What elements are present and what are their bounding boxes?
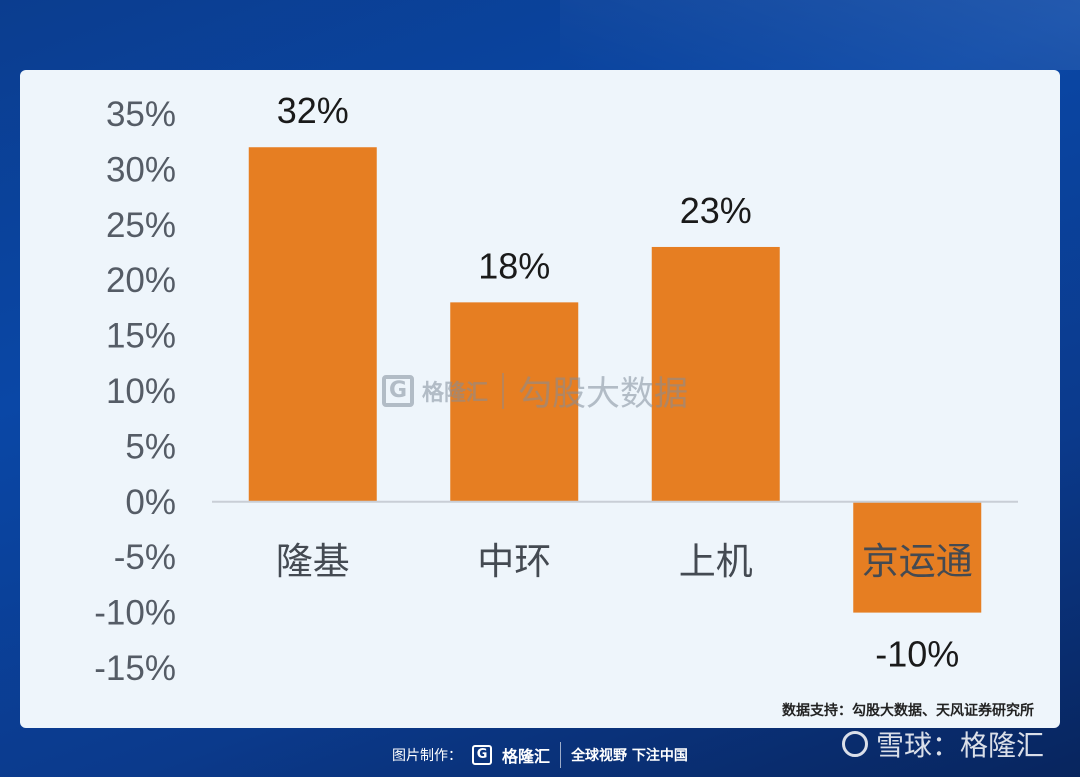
bar bbox=[248, 147, 377, 502]
y-tick-label: 20% bbox=[106, 261, 176, 300]
y-tick-label: 0% bbox=[125, 483, 176, 522]
footer-label: 图片制作： bbox=[392, 747, 463, 764]
snowball-text: 雪球：格隆汇 bbox=[875, 729, 1044, 762]
category-label: 京运通 bbox=[862, 541, 973, 582]
y-tick-label: 25% bbox=[106, 206, 176, 245]
data-source: 数据支持：勾股大数据、天风证券研究所 bbox=[782, 703, 1034, 719]
category-label: 上机 bbox=[679, 541, 753, 582]
footer-divider bbox=[560, 741, 562, 768]
footer-logo-icon: G bbox=[472, 744, 493, 765]
watermark-divider bbox=[502, 372, 505, 409]
category-label: 中环 bbox=[477, 541, 551, 582]
bar bbox=[853, 501, 982, 613]
bars bbox=[248, 147, 982, 613]
data-labels: 32% 18% 23% -10% bbox=[277, 90, 960, 674]
data-label: 18% bbox=[478, 245, 550, 286]
y-tick-label: 10% bbox=[106, 372, 176, 411]
y-tick-label: 15% bbox=[106, 317, 176, 356]
watermark-name: 勾股大数据 bbox=[518, 374, 689, 414]
data-label: 32% bbox=[277, 90, 349, 131]
bar bbox=[450, 302, 579, 502]
y-tick-label: -10% bbox=[94, 594, 176, 633]
category-labels: 隆基 中环 上机 京运通 bbox=[276, 541, 973, 582]
y-tick-label: -5% bbox=[114, 538, 176, 577]
footer: 图片制作： G 格隆汇 全球视野 下注中国 bbox=[0, 732, 1080, 777]
snowball-icon bbox=[841, 731, 868, 757]
y-tick-label: -15% bbox=[94, 649, 176, 688]
header-decoration bbox=[560, 0, 1080, 70]
category-label: 隆基 bbox=[276, 541, 350, 582]
y-tick-label: 35% bbox=[106, 95, 176, 134]
watermark: G 格隆汇 勾股大数据 bbox=[382, 366, 688, 415]
y-axis-ticks: 35% 30% 25% 20% 15% 10% 5% 0% -5% -10% -15% bbox=[94, 95, 176, 688]
bar-chart: 35% 30% 25% 20% 15% 10% 5% 0% -5% -10% -15% 隆基 中环 上机… bbox=[94, 90, 1018, 688]
data-label: -10% bbox=[875, 634, 959, 675]
y-tick-label: 30% bbox=[106, 150, 176, 189]
y-tick-label: 5% bbox=[125, 427, 176, 466]
bar bbox=[651, 246, 780, 502]
chart-card: 35% 30% 25% 20% 15% 10% 5% 0% -5% -10% -15% 隆基 中环 上机… bbox=[20, 70, 1060, 728]
footer-slogan: 全球视野 下注中国 bbox=[571, 747, 688, 764]
snowball-watermark: 雪球：格隆汇 bbox=[841, 724, 1044, 764]
data-label: 23% bbox=[680, 190, 752, 231]
watermark-brand: 格隆汇 bbox=[422, 380, 489, 406]
watermark-logo-icon: G bbox=[382, 374, 414, 407]
footer-brand: 格隆汇 bbox=[502, 746, 551, 766]
